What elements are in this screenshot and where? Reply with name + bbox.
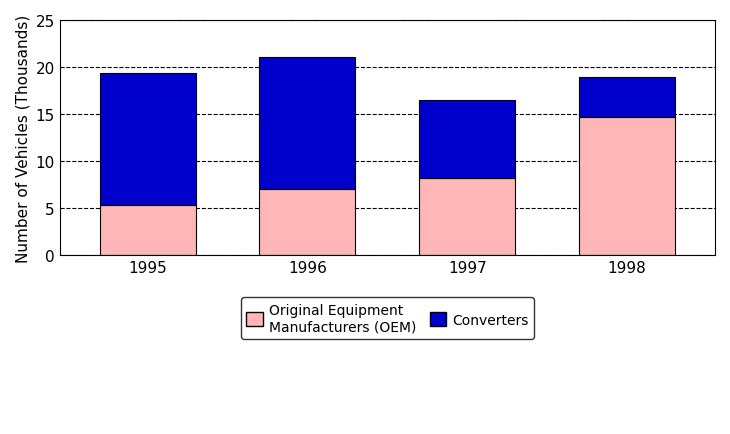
Legend: Original Equipment
Manufacturers (OEM), Converters: Original Equipment Manufacturers (OEM), …: [241, 298, 534, 339]
Bar: [99, 73, 196, 206]
Bar: [99, 206, 196, 256]
Bar: [419, 179, 515, 256]
Bar: [419, 101, 515, 179]
Y-axis label: Number of Vehicles (Thousands): Number of Vehicles (Thousands): [15, 14, 30, 262]
Bar: [579, 78, 675, 118]
Bar: [259, 190, 356, 256]
Bar: [259, 58, 356, 190]
Bar: [579, 118, 675, 256]
